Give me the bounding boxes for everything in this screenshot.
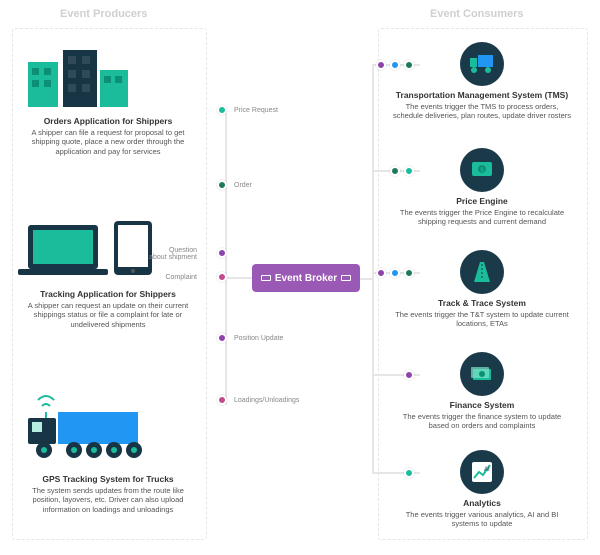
connector-line: [225, 277, 252, 279]
finance-icon: [460, 352, 504, 396]
warehouse-icon: [18, 42, 138, 112]
consumer-desc: The events trigger the TMS to process or…: [392, 102, 572, 121]
event-dot: [217, 105, 227, 115]
consumer-price: $ Price Engine The events trigger the Pr…: [392, 148, 572, 227]
consumer-title: Transportation Management System (TMS): [392, 90, 572, 100]
producer-desc: A shipper can request an update on their…: [18, 301, 198, 329]
event-label: Position Update: [234, 335, 283, 342]
svg-text:AI: AI: [484, 467, 490, 473]
producer-orders: Orders Application for Shippers A shippe…: [18, 42, 198, 156]
event-label: Price Request: [234, 107, 278, 114]
track-icon: [460, 250, 504, 294]
producer-desc: The system sends updates from the route …: [18, 486, 198, 514]
event-broker: Event Broker: [252, 264, 360, 292]
event-broker-label: Event Broker: [275, 273, 337, 284]
consumer-track: Track & Trace System The events trigger …: [392, 250, 572, 329]
gps-illustration: [18, 390, 198, 470]
consumer-event-dot: [404, 166, 414, 176]
consumers-section-label: Event Consumers: [430, 8, 524, 20]
tms-icon: [460, 42, 504, 86]
consumer-event-dot: [404, 370, 414, 380]
consumer-title: Finance System: [392, 400, 572, 410]
broker-port-icon: [261, 275, 271, 281]
producer-tracking: Tracking Application for Shippers A ship…: [18, 215, 198, 329]
consumer-event-dot: [390, 268, 400, 278]
consumer-event-dot: [376, 60, 386, 70]
consumer-desc: The events trigger various analytics, AI…: [392, 510, 572, 529]
consumer-event-dot: [376, 268, 386, 278]
connector-line: [225, 110, 227, 405]
connector-line: [360, 278, 372, 280]
producer-title: Orders Application for Shippers: [18, 116, 198, 126]
consumer-event-dot: [404, 60, 414, 70]
consumer-title: Track & Trace System: [392, 298, 572, 308]
consumer-tms: Transportation Management System (TMS) T…: [392, 42, 572, 121]
event-dot: [217, 180, 227, 190]
event-dot: [217, 248, 227, 258]
event-dot: [217, 333, 227, 343]
producer-desc: A shipper can file a request for proposa…: [18, 128, 198, 156]
orders-illustration: [18, 42, 198, 112]
producer-title: GPS Tracking System for Trucks: [18, 474, 198, 484]
analytics-icon: AI: [460, 450, 504, 494]
event-dot: [217, 272, 227, 282]
consumer-finance: Finance System The events trigger the fi…: [392, 352, 572, 431]
consumer-title: Analytics: [392, 498, 572, 508]
consumer-event-dot: [404, 468, 414, 478]
broker-port-icon: [341, 275, 351, 281]
event-label: Questionabout shipment: [141, 247, 197, 261]
consumer-title: Price Engine: [392, 196, 572, 206]
truck-gps-icon: [18, 390, 168, 470]
producer-title: Tracking Application for Shippers: [18, 289, 198, 299]
event-label: Order: [234, 182, 252, 189]
event-label: Loadings/Unloadings: [234, 397, 299, 404]
producer-gps: GPS Tracking System for Trucks The syste…: [18, 390, 198, 514]
producers-section-label: Event Producers: [60, 8, 147, 20]
connector-line: [372, 64, 374, 278]
consumer-event-dot: [390, 60, 400, 70]
consumer-desc: The events trigger the finance system to…: [392, 412, 572, 431]
event-label: Complaint: [141, 274, 197, 281]
consumer-event-dot: [404, 268, 414, 278]
consumer-event-dot: [390, 166, 400, 176]
consumer-desc: The events trigger the T&T system to upd…: [392, 310, 572, 329]
event-dot: [217, 395, 227, 405]
devices-icon: [18, 215, 158, 285]
consumer-desc: The events trigger the Price Engine to r…: [392, 208, 572, 227]
consumer-analytics: AI Analytics The events trigger various …: [392, 450, 572, 529]
price-icon: $: [460, 148, 504, 192]
